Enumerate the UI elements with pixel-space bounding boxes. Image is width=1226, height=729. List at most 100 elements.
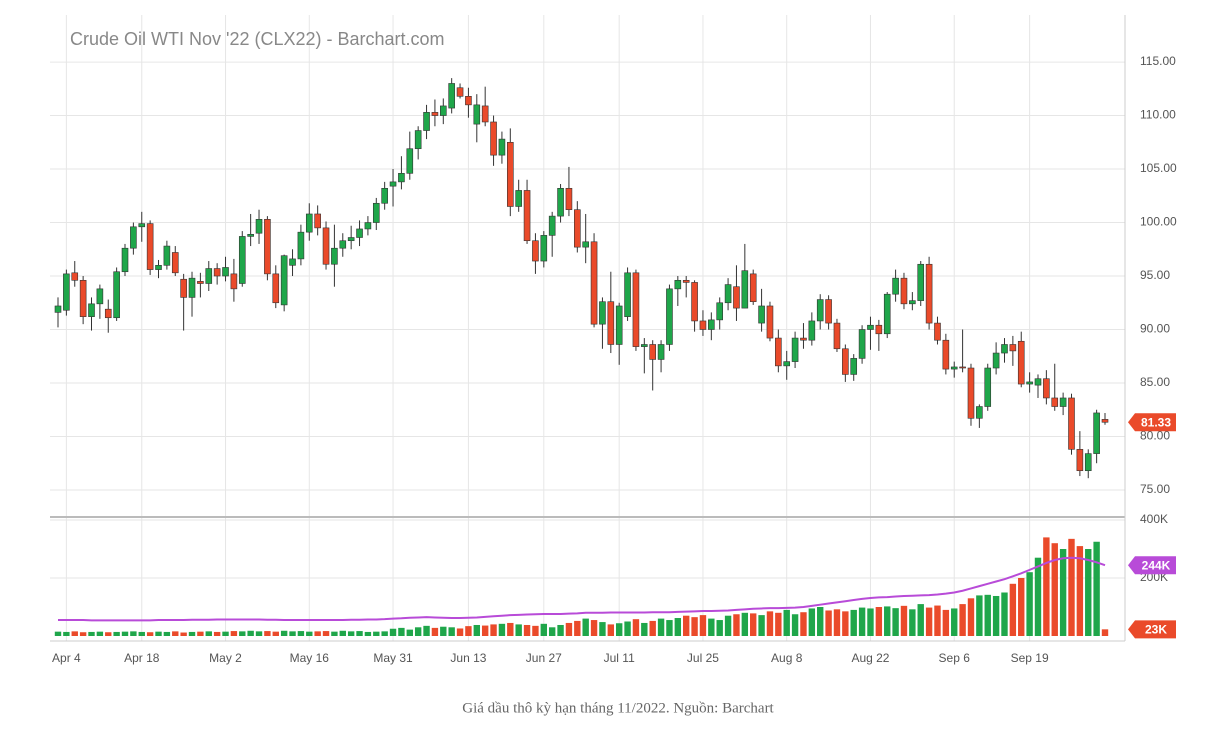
volume-bar [1034,557,1042,636]
volume-bar [188,631,196,636]
volume-bar [473,624,480,636]
x-tick-label: Jul 11 [604,651,635,665]
candle-body [205,268,213,284]
candle-body [532,240,539,262]
volume-bar [172,631,179,636]
volume-bar [758,615,765,636]
volume-bar [951,608,958,636]
volume-bar [817,607,824,636]
candle-body [247,233,254,237]
volume-bar [113,631,120,636]
candle-body [381,187,388,204]
volume-bar [1085,549,1092,636]
volume-bar [138,631,145,636]
candle-body [507,141,514,207]
volume-ma-tag: 244K [1142,558,1171,572]
volume-bar [440,626,447,636]
candle-body [498,138,506,156]
volume-bar [590,620,598,636]
candle-body [54,305,62,313]
candle-body [1068,397,1075,450]
x-tick-label: Apr 18 [124,651,160,665]
candle-body [909,300,916,305]
candle-body [130,226,137,249]
candle-body [1026,381,1033,385]
candle-body [473,104,481,125]
volume-bar [272,631,279,636]
volume-bar [247,630,254,636]
candle-body [942,339,950,370]
y-tick-label: 115.00 [1140,54,1176,68]
candle-body [967,367,975,419]
volume-ma-line [58,556,1106,622]
volume-bar [105,632,112,636]
candle-body [146,223,154,270]
volume-bar [515,624,522,636]
volume-bar [800,612,807,636]
volume-bar [850,609,857,636]
volume-bar [230,631,238,636]
candle-body [406,148,414,174]
candle-body [163,245,171,266]
volume-bar [465,626,472,636]
x-tick-label: Aug 22 [851,651,889,665]
candle-body [305,213,313,233]
candle-body [213,268,221,277]
candle-body [540,235,548,262]
volume-bar [322,631,330,636]
volume-bar [766,611,774,636]
y-tick-label: 100.00 [1140,215,1177,229]
volume-bar [649,620,656,636]
candle-body [666,288,673,345]
candle-body [716,302,724,321]
candle-body [976,406,983,419]
candle-body [272,273,280,304]
candle-body [641,344,648,347]
x-tick-label: Jun 27 [526,651,562,665]
volume-bar [934,605,941,636]
volume-bar [1026,572,1033,636]
volume-bar [88,631,95,636]
candle-body [1101,419,1109,423]
volume-bar [155,631,162,636]
candle-body [800,337,807,341]
volume-bar [389,628,397,636]
volume-bar [331,631,338,636]
y-tick-label: 75.00 [1140,482,1170,496]
candle-body [339,240,347,249]
volume-bar [306,631,313,636]
volume-bar [917,604,924,636]
volume-tag: 23K [1145,623,1167,637]
volume-bar [708,618,715,636]
volume-bar [54,631,62,636]
candle-body [691,282,698,322]
candle-body [171,252,179,274]
volume-bar [992,595,1000,636]
x-tick-label: Jun 13 [450,651,486,665]
candle-body [439,105,447,116]
candle-body [372,202,380,223]
candle-body [481,105,489,123]
volume-bar [733,614,740,636]
candle-body [657,344,665,360]
candle-body [783,361,791,367]
x-tick-label: Aug 8 [771,651,803,665]
volume-bar [775,612,782,636]
volume-bar [1001,592,1008,636]
candle-body [724,284,732,304]
volume-bar [783,609,790,636]
volume-bar [808,608,816,636]
candle-body [590,241,598,325]
volume-bar [255,631,263,636]
candle-body [833,322,841,350]
candle-body [624,272,631,317]
candle-body [858,329,866,359]
candle-body [297,231,305,260]
candle-body [1034,378,1042,386]
candle-body [423,112,430,131]
candle-body [925,263,933,324]
volume-bar [691,617,698,636]
candle-body [557,187,564,217]
